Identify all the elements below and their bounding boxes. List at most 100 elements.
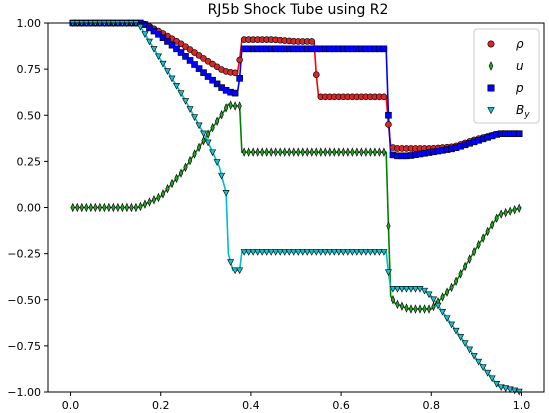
data-point-B_y [357,249,365,256]
data-point-ρ [236,56,243,64]
data-point-p [236,75,243,82]
x-tick-label: 0.8 [423,399,441,412]
data-point-B_y [141,31,149,39]
data-point-u [273,147,278,157]
x-tick-label: 0.2 [152,399,170,412]
data-point-B_y [182,98,190,105]
data-point-B_y [430,296,438,304]
data-point-B_y [457,334,465,341]
data-point-u [462,261,468,272]
data-point-u [70,202,75,213]
data-point-B_y [285,249,293,256]
data-point-p [380,45,388,53]
data-point-B_y [267,249,275,256]
data-point-u [467,254,472,264]
data-point-B_y [339,249,347,256]
data-point-B_y [312,249,320,256]
data-point-p [231,89,239,97]
data-point-p [191,61,198,68]
legend-label-p: p [515,81,524,95]
data-point-u [327,147,332,157]
data-point-u [305,147,310,157]
data-point-u [377,147,382,157]
data-point-B_y [344,249,352,256]
data-point-u [413,304,418,314]
data-point-B_y [281,249,289,256]
data-point-B_y [249,249,257,256]
data-point-B_y [136,23,144,31]
data-point-ρ [308,38,316,45]
data-point-B_y [145,38,153,46]
data-point-B_y [231,267,239,275]
data-point-u [508,206,513,216]
data-point-u [440,292,445,302]
data-point-B_y [254,249,262,256]
data-point-p [209,76,216,84]
data-point-u [151,195,157,205]
data-point-u [223,103,229,113]
data-point-u [160,189,166,199]
data-point-u [426,304,432,314]
data-point-u [260,147,265,157]
data-point-B_y [461,340,469,348]
data-point-B_y [303,249,311,256]
data-point-B_y [335,249,343,256]
data-point-u [287,147,292,157]
data-point-B_y [168,75,176,83]
data-point-p [177,49,185,56]
data-point-B_y [150,46,158,53]
data-point-u [201,135,206,146]
data-point-p [515,130,523,137]
data-point-p [200,69,207,76]
data-point-B_y [209,149,217,157]
data-point-B_y [475,358,483,366]
data-point-u [242,147,247,157]
data-point-u [88,202,93,213]
data-point-u [102,202,107,213]
data-point-p [204,73,212,80]
data-point-u [359,147,364,157]
data-point-ρ [231,69,239,77]
data-point-ρ [186,46,194,53]
data-point-B_y [159,60,167,68]
data-point-B_y [470,352,478,360]
data-point-u [341,147,346,157]
data-point-u [124,202,130,213]
data-point-u [142,199,148,209]
legend-label-ρ: ρ [516,37,524,51]
data-point-B_y [227,259,235,266]
data-point-B_y [421,287,429,295]
data-point-u [255,147,260,157]
data-point-u [106,202,112,213]
data-point-u [75,202,80,213]
data-point-u [138,201,143,212]
data-point-u [336,147,341,157]
data-point-B_y [236,267,244,275]
data-point-u [471,247,477,257]
data-point-p [159,34,167,42]
series-line-B_y [70,22,522,393]
data-point-u [417,304,423,314]
y-tick-label: 0.75 [17,63,42,76]
data-point-B_y [398,285,406,293]
x-tick-label: 1.0 [513,399,531,412]
legend-marker-p [487,84,495,92]
data-point-B_y [177,90,185,98]
x-tick-label: 0.0 [62,399,80,412]
data-point-u [354,147,360,157]
data-point-B_y [218,172,226,180]
data-point-u [453,276,459,287]
data-point-u [269,147,274,157]
data-point-B_y [240,249,248,256]
data-point-u [115,202,121,213]
data-point-u [368,147,373,157]
data-point-p [385,111,392,119]
data-point-u [345,147,350,157]
data-point-u [517,203,522,213]
data-point-u [174,173,179,184]
x-tick-label: 0.6 [332,399,350,412]
y-tick-label: −0.75 [7,340,41,353]
data-point-ρ [380,93,388,101]
y-tick-label: −0.25 [7,248,41,261]
legend-label-subscript: y [523,110,530,120]
